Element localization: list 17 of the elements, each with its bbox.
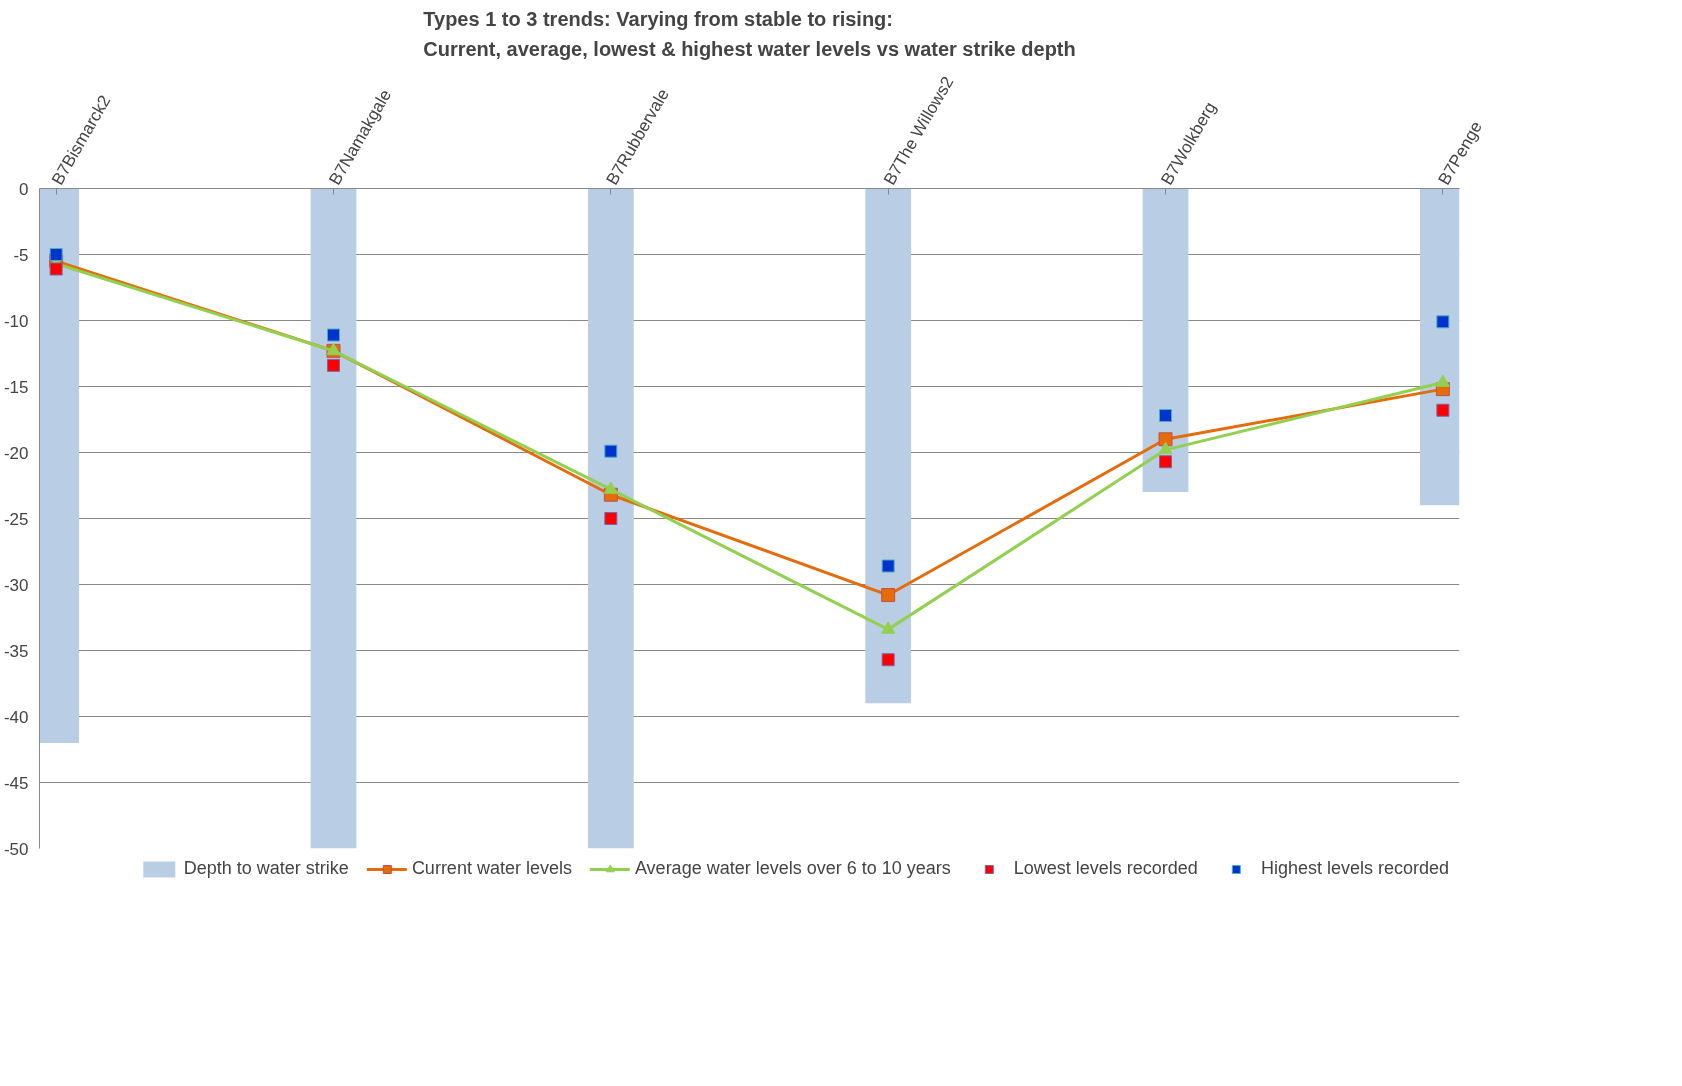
y-tick-label: -25 [3, 509, 29, 529]
legend-label: Current water levels [411, 858, 572, 879]
y-tick-label: -40 [3, 707, 29, 727]
y-tick-label: -5 [13, 245, 29, 265]
chart-title: Types 1 to 3 trends: Varying from stable to rising: Current, average, lowest & highest water levels vs water strike depth [423, 7, 1076, 61]
legend-label: Depth to water strike [183, 858, 349, 879]
legend-label: Average water levels over 6 to 10 years [634, 858, 951, 879]
y-tick-label: -30 [3, 575, 29, 595]
y-tick-label: -35 [3, 641, 29, 661]
y-tick-label: -50 [3, 839, 29, 859]
y-tick-label: -20 [3, 443, 29, 463]
y-tick-label: -45 [3, 773, 29, 793]
y-tick-label: -10 [3, 311, 29, 331]
y-tick-label: -15 [3, 377, 29, 397]
legend-label: Lowest levels recorded [1013, 858, 1198, 879]
y-tick-label: 0 [19, 179, 29, 199]
legend-label: Highest levels recorded [1260, 858, 1449, 879]
